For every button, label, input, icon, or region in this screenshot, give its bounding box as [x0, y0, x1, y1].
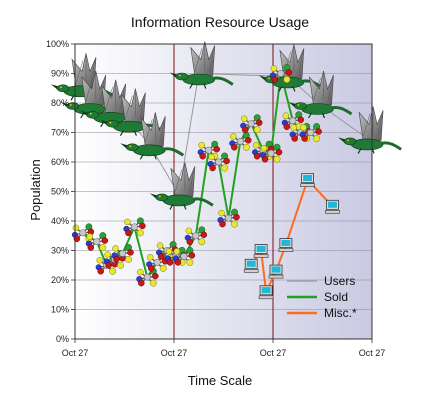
- x-tick-label: Oct 27: [161, 348, 188, 358]
- y-tick-label: 20%: [51, 275, 69, 285]
- legend-label: Misc.*: [324, 306, 357, 320]
- x-axis-ticks: Oct 27 Oct 27 Oct 27 Oct 27: [62, 339, 386, 358]
- y-tick-label: 30%: [51, 246, 69, 256]
- computer-marker-icon: [268, 264, 284, 279]
- y-tick-label: 80%: [51, 98, 69, 108]
- legend: Users Sold Misc.*: [287, 274, 357, 320]
- y-tick-label: 50%: [51, 187, 69, 197]
- computer-marker-icon: [300, 173, 316, 188]
- y-tick-label: 10%: [51, 305, 69, 315]
- x-tick-label: Oct 27: [62, 348, 89, 358]
- y-axis-ticks: 0% 10% 20% 30% 40% 50% 60% 70% 80% 90% 100%: [46, 39, 75, 344]
- x-axis-title: Time Scale: [188, 373, 253, 388]
- x-tick-label: Oct 27: [260, 348, 287, 358]
- x-tick-label: Oct 27: [359, 348, 386, 358]
- y-tick-label: 40%: [51, 216, 69, 226]
- computer-marker-icon: [258, 285, 274, 300]
- y-tick-label: 100%: [46, 39, 69, 49]
- computer-marker-icon: [243, 258, 259, 273]
- y-tick-label: 60%: [51, 157, 69, 167]
- computer-marker-icon: [253, 244, 269, 258]
- computer-marker-icon: [324, 199, 340, 214]
- legend-label: Users: [324, 274, 355, 288]
- computer-marker-icon: [278, 238, 294, 253]
- legend-label: Sold: [324, 290, 348, 304]
- y-tick-label: 0%: [56, 334, 69, 344]
- chart-title: Information Resource Usage: [131, 14, 309, 30]
- y-axis-title: Population: [28, 159, 43, 220]
- y-tick-label: 90%: [51, 69, 69, 79]
- y-tick-label: 70%: [51, 128, 69, 138]
